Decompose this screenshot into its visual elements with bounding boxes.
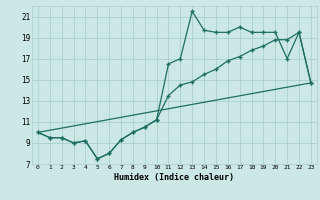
X-axis label: Humidex (Indice chaleur): Humidex (Indice chaleur) (115, 173, 234, 182)
